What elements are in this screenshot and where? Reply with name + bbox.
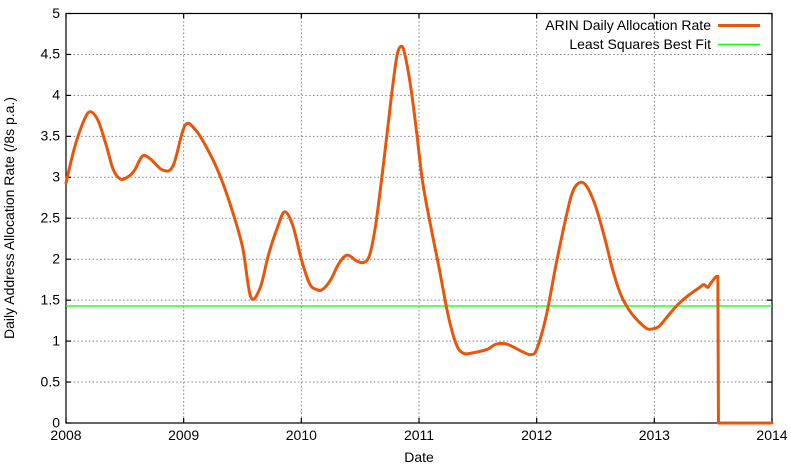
svg-text:5: 5 <box>52 5 60 21</box>
svg-text:2008: 2008 <box>50 427 81 443</box>
svg-text:4.5: 4.5 <box>41 46 61 62</box>
svg-text:1: 1 <box>52 333 60 349</box>
svg-text:2014: 2014 <box>756 427 787 443</box>
svg-text:2.5: 2.5 <box>41 210 61 226</box>
svg-text:2: 2 <box>52 251 60 267</box>
svg-text:ARIN Daily Allocation Rate: ARIN Daily Allocation Rate <box>545 17 711 33</box>
svg-text:2013: 2013 <box>639 427 670 443</box>
svg-text:2011: 2011 <box>404 427 434 443</box>
svg-text:3: 3 <box>52 169 60 185</box>
svg-text:2012: 2012 <box>521 427 552 443</box>
svg-text:2010: 2010 <box>286 427 317 443</box>
svg-text:Least Squares Best Fit: Least Squares Best Fit <box>569 36 711 52</box>
svg-text:0.5: 0.5 <box>41 374 61 390</box>
svg-text:Date: Date <box>404 449 434 465</box>
svg-text:1.5: 1.5 <box>41 292 61 308</box>
svg-text:3.5: 3.5 <box>41 128 61 144</box>
svg-text:4: 4 <box>52 87 60 103</box>
svg-text:2009: 2009 <box>168 427 199 443</box>
svg-text:Daily Address Allocation Rate: Daily Address Allocation Rate (/8s p.a.) <box>1 97 17 339</box>
